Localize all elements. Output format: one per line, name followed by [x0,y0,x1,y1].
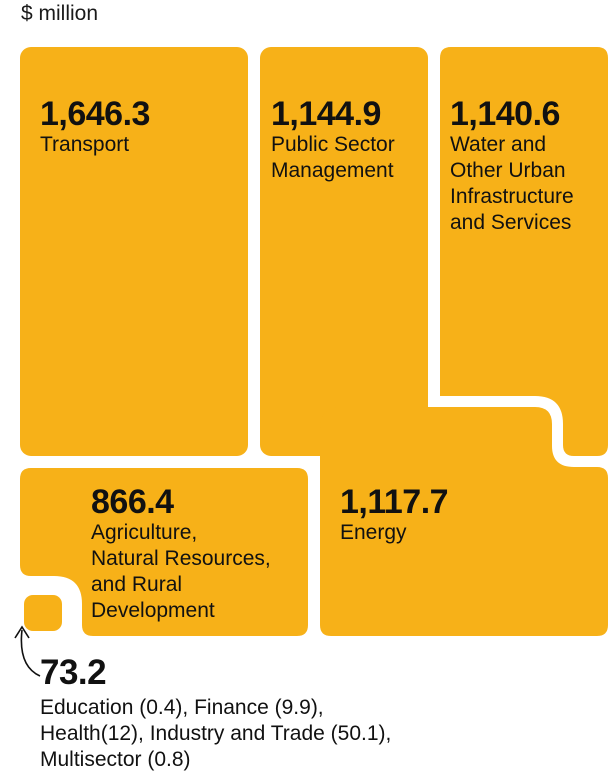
water-text: 1,140.6 Water and Other Urban Infrastruc… [450,97,574,236]
tile-other-sectors [24,595,62,631]
unit-label: $ million [21,2,99,25]
tile-public-sector-management [260,47,428,456]
tile-energy [320,407,608,636]
tile-agriculture [20,468,308,636]
public-sector-label: Public Sector Management [271,133,395,182]
water-value: 1,140.6 [450,95,560,133]
leader-arrow-line [20,629,41,677]
public-sector-text: 1,144.9 Public Sector Management [271,97,395,184]
agriculture-value: 866.4 [91,483,174,521]
energy-text: 1,117.7 Energy [340,483,449,546]
water-label: Water and Other Urban Infrastructure and… [450,133,574,234]
energy-value: 1,117.7 [340,483,449,521]
tile-transport [20,47,248,456]
transport-text: 1,646.3 Transport [40,97,150,158]
leader-arrow-head [14,625,30,639]
tile-water-shape [440,47,608,456]
agriculture-label: Agriculture, Natural Resources, and Rura… [91,521,271,622]
other-sectors-label: Education (0.4), Finance (9.9), Health(1… [40,696,392,771]
agriculture-text: 866.4 Agriculture, Natural Resources, an… [91,485,271,624]
transport-value: 1,646.3 [40,95,150,133]
energy-label: Energy [340,521,407,544]
other-sectors-text: 73.2 Education (0.4), Finance (9.9), Hea… [40,655,600,773]
other-sectors-value: 73.2 [40,653,107,692]
public-sector-value: 1,144.9 [271,95,381,133]
transport-label: Transport [40,133,130,156]
